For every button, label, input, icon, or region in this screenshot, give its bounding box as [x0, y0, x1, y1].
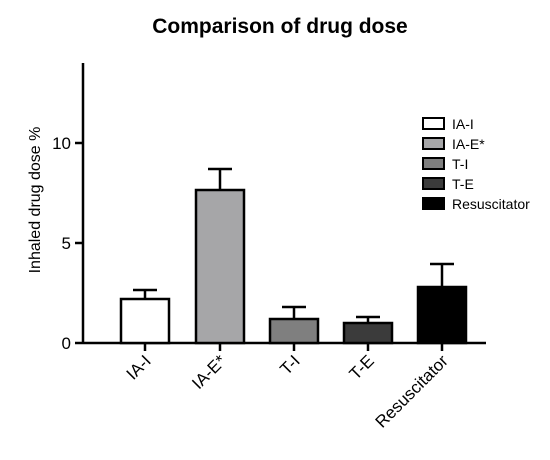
y-tick-label: 0	[62, 334, 71, 353]
y-axis-title: Inhaled drug dose %	[27, 127, 44, 274]
bar	[194, 188, 246, 345]
legend-label: T-I	[452, 156, 468, 172]
bars	[119, 188, 468, 345]
legend-swatch	[422, 117, 445, 130]
legend-label: IA-I	[452, 116, 474, 132]
bar	[119, 297, 171, 345]
legend-label: T-E	[452, 176, 474, 192]
legend-swatch	[422, 137, 445, 150]
legend-label: Resuscitator	[452, 196, 530, 212]
bar	[342, 321, 394, 345]
category-label: T-I	[276, 351, 303, 378]
chart-title: Comparison of drug dose	[152, 15, 408, 38]
legend: IA-I IA-E* T-I T-E Resuscitator	[422, 116, 530, 212]
bar	[268, 317, 320, 345]
category-label: IA-I	[123, 351, 155, 383]
legend-swatch	[422, 157, 445, 170]
category-label: T-E	[346, 351, 378, 383]
legend-label: IA-E*	[452, 136, 485, 152]
category-label: Resuscitator	[372, 351, 452, 431]
bar	[416, 285, 468, 345]
legend-swatch	[422, 197, 445, 210]
error-bars	[133, 167, 454, 323]
y-tick-label: 10	[52, 134, 71, 153]
legend-swatch	[422, 177, 445, 190]
y-axis: 0 5 10	[52, 63, 85, 353]
y-tick-label: 5	[62, 234, 71, 253]
category-label: IA-E*	[188, 351, 230, 393]
